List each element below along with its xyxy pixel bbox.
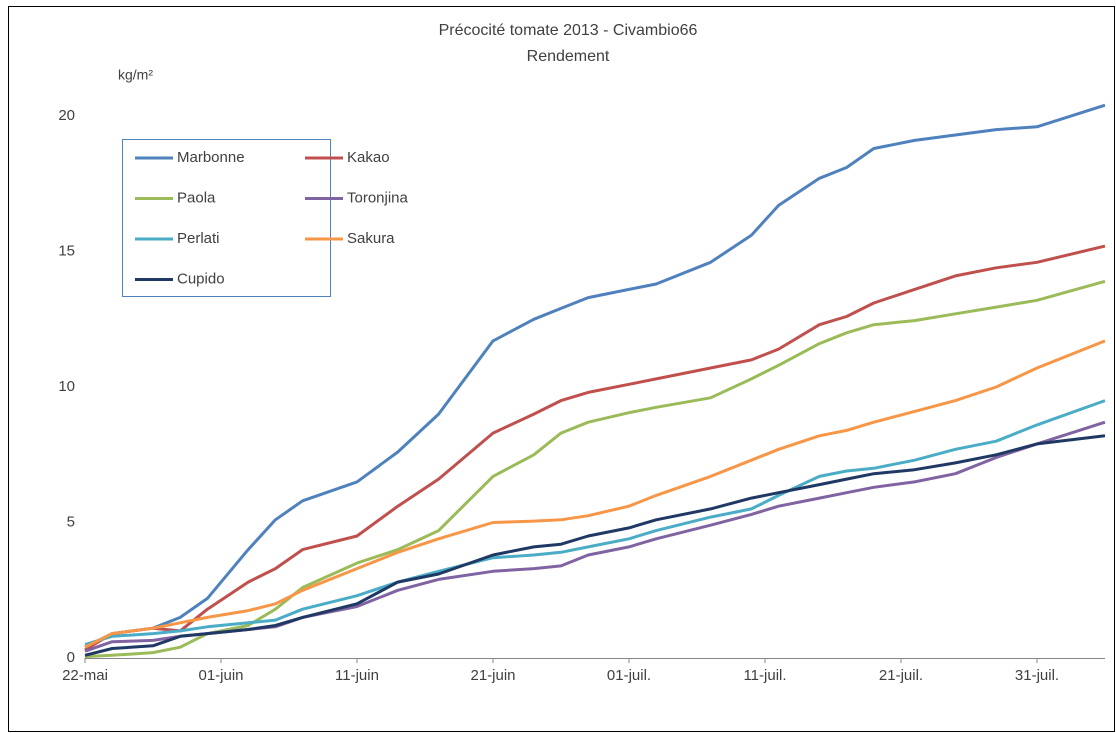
- legend-label: Toronjina: [347, 189, 409, 206]
- x-tick-label: 31-juil.: [1015, 667, 1059, 684]
- x-tick-label: 01-juin: [198, 667, 243, 684]
- legend-label: Sakura: [347, 230, 395, 247]
- legend-label: Perlati: [177, 230, 220, 247]
- legend-label: Kakao: [347, 149, 390, 166]
- y-tick-label: 20: [58, 107, 75, 124]
- series-line: [84, 244, 1106, 652]
- series-line: [84, 399, 1106, 646]
- series-line: [84, 103, 1106, 649]
- chart-subtitle: Rendement: [527, 48, 610, 65]
- chart-title: Précocité tomate 2013 - Civambio66: [439, 22, 698, 39]
- series-line: [84, 279, 1106, 659]
- chart-frame: [8, 6, 1115, 732]
- series-line: [84, 434, 1106, 657]
- x-tick-label: 11-juin: [335, 667, 379, 684]
- legend-box: [122, 139, 331, 297]
- y-tick-label: 15: [58, 242, 75, 259]
- legend-label: Marbonne: [177, 149, 245, 166]
- y-tick-label: 10: [58, 378, 75, 395]
- legend-label: Paola: [177, 189, 216, 206]
- legend-label: Cupido: [177, 270, 225, 287]
- x-tick-label: 21-juil.: [879, 667, 923, 684]
- y-tick-label: 0: [67, 649, 75, 666]
- y-axis-label: kg/m²: [118, 67, 153, 83]
- y-tick-label: 5: [67, 513, 75, 530]
- x-tick-label: 21-juin: [470, 667, 515, 684]
- series-line: [84, 339, 1106, 649]
- x-tick-label: 22-mai: [62, 667, 108, 684]
- x-tick-label: 11-juil.: [743, 667, 786, 684]
- x-tick-label: 01-juil.: [607, 667, 651, 684]
